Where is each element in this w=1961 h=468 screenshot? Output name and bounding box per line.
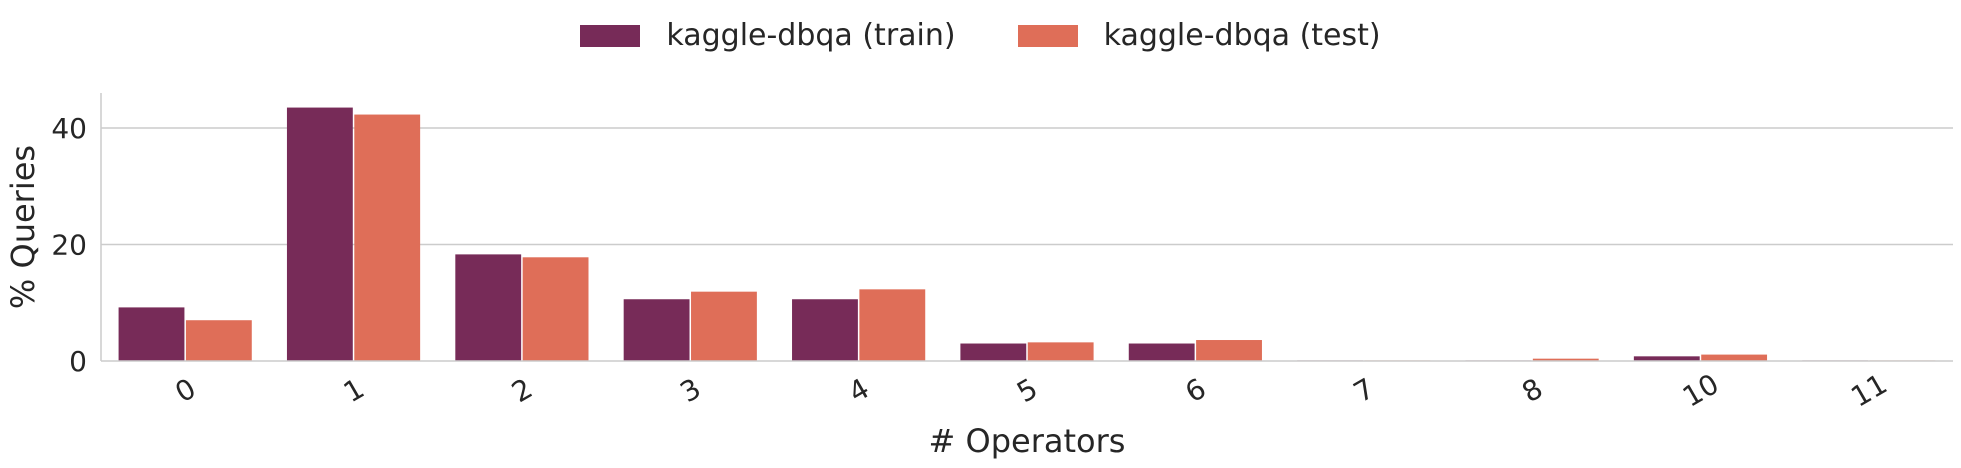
y-tick-labels: 0 20 40 bbox=[51, 112, 87, 378]
bar-test-1 bbox=[354, 114, 421, 361]
bars bbox=[118, 107, 1936, 361]
legend-item-test: kaggle-dbqa (test) bbox=[1017, 18, 1381, 53]
x-axis-label: # Operators bbox=[929, 422, 1126, 460]
x-tick-label: 8 bbox=[1516, 372, 1548, 409]
axes bbox=[100, 93, 1953, 362]
x-tick-labels: 0 1 2 3 4 5 6 7 8 10 11 bbox=[169, 367, 1892, 413]
bar-test-5 bbox=[1027, 342, 1094, 361]
bar-train-4 bbox=[792, 299, 858, 361]
x-tick-label: 3 bbox=[675, 372, 707, 409]
x-tick-label: 4 bbox=[843, 372, 875, 409]
x-tick-label: 7 bbox=[1348, 372, 1380, 409]
bar-test-4 bbox=[859, 289, 926, 361]
bar-test-0 bbox=[185, 320, 252, 361]
legend-label-train: kaggle-dbqa (train) bbox=[666, 18, 956, 53]
bar-train-0 bbox=[118, 307, 185, 361]
x-tick-label: 1 bbox=[338, 372, 370, 409]
bar-train-5 bbox=[960, 343, 1027, 361]
y-tick-label: 40 bbox=[51, 112, 87, 145]
bar-test-6 bbox=[1196, 340, 1262, 361]
bar-train-6 bbox=[1128, 343, 1195, 361]
legend-swatch-train bbox=[580, 24, 641, 47]
bar-test-10 bbox=[1701, 354, 1768, 361]
x-tick-label: 0 bbox=[169, 372, 201, 409]
legend-label-test: kaggle-dbqa (test) bbox=[1103, 18, 1381, 53]
bar-test-8 bbox=[1532, 358, 1599, 361]
x-tick-label: 10 bbox=[1677, 367, 1724, 413]
bar-train-2 bbox=[455, 254, 522, 361]
x-tick-label: 2 bbox=[506, 372, 538, 409]
x-tick-label: 6 bbox=[1180, 372, 1212, 409]
bar-train-10 bbox=[1633, 356, 1700, 361]
bar-test-2 bbox=[522, 257, 589, 361]
x-tick-label: 5 bbox=[1011, 372, 1043, 409]
legend-item-train: kaggle-dbqa (train) bbox=[580, 18, 956, 53]
y-tick-label: 0 bbox=[69, 345, 87, 378]
bar-test-3 bbox=[691, 291, 757, 361]
legend-swatch-test bbox=[1017, 24, 1078, 47]
y-tick-label: 20 bbox=[51, 228, 87, 261]
x-tick-label: 11 bbox=[1845, 367, 1892, 413]
legend: kaggle-dbqa (train) kaggle-dbqa (test) bbox=[0, 18, 1961, 53]
y-axis-label: % Queries bbox=[4, 145, 42, 309]
bar-train-3 bbox=[623, 299, 690, 361]
bar-train-1 bbox=[286, 107, 353, 361]
